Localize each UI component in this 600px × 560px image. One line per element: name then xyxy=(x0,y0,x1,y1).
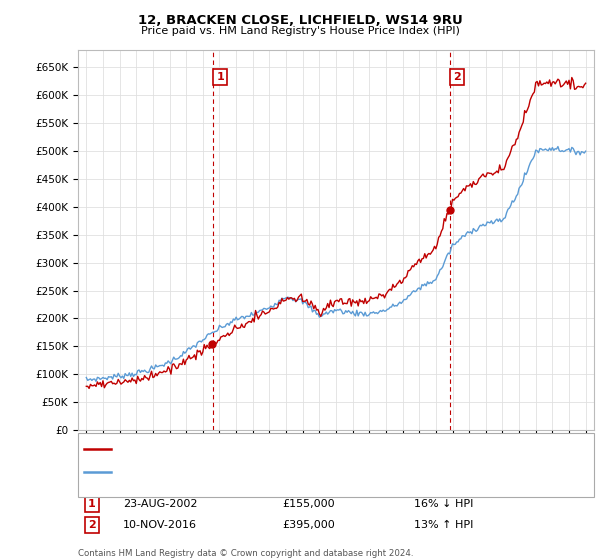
Text: 2: 2 xyxy=(88,520,95,530)
Text: 12, BRACKEN CLOSE, LICHFIELD, WS14 9RU: 12, BRACKEN CLOSE, LICHFIELD, WS14 9RU xyxy=(137,14,463,27)
Text: Price paid vs. HM Land Registry's House Price Index (HPI): Price paid vs. HM Land Registry's House … xyxy=(140,26,460,36)
Text: 1: 1 xyxy=(216,72,224,82)
Text: 2: 2 xyxy=(453,72,461,82)
Text: 10-NOV-2016: 10-NOV-2016 xyxy=(123,520,197,530)
Text: 12, BRACKEN CLOSE, LICHFIELD, WS14 9RU (detached house): 12, BRACKEN CLOSE, LICHFIELD, WS14 9RU (… xyxy=(117,444,439,454)
Text: Contains HM Land Registry data © Crown copyright and database right 2024.
This d: Contains HM Land Registry data © Crown c… xyxy=(78,549,413,560)
Text: 13% ↑ HPI: 13% ↑ HPI xyxy=(414,520,473,530)
Text: HPI: Average price, detached house, Lichfield: HPI: Average price, detached house, Lich… xyxy=(117,467,354,477)
Text: 1: 1 xyxy=(88,499,95,509)
Text: 16% ↓ HPI: 16% ↓ HPI xyxy=(414,499,473,509)
Text: £395,000: £395,000 xyxy=(282,520,335,530)
Text: 23-AUG-2002: 23-AUG-2002 xyxy=(123,499,197,509)
Text: £155,000: £155,000 xyxy=(282,499,335,509)
